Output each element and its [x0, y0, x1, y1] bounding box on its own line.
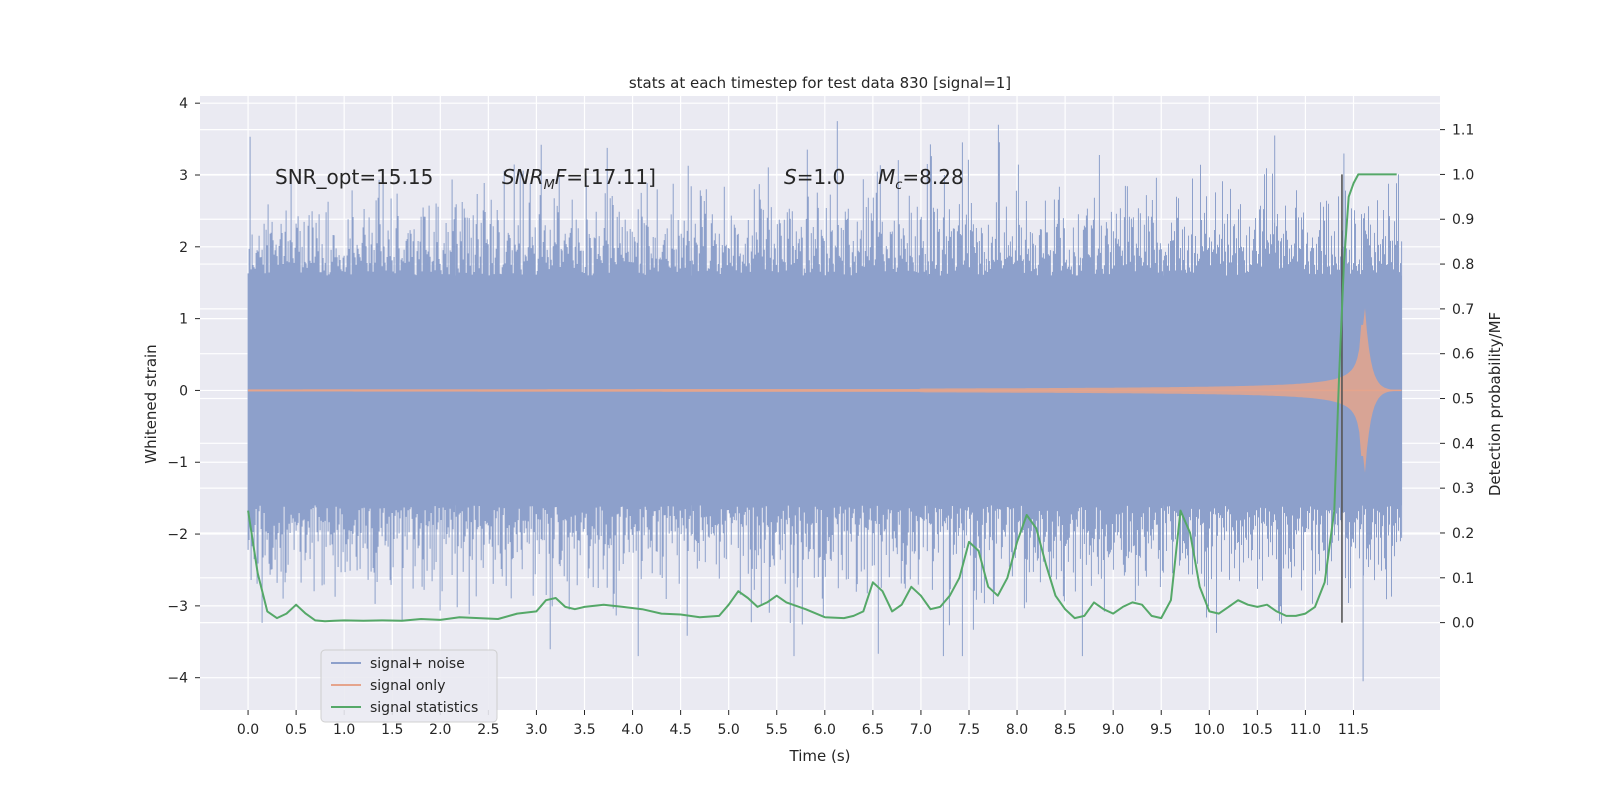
y2-axis-ticks: 0.0 0.1 0.2 0.3 0.4 0.5 0.6 0.7 0.8 0.9 1.0 1.1 — [1440, 123, 1474, 632]
x-tick-label-13: 6.5 — [862, 722, 884, 738]
x-tick-label-21: 10.5 — [1242, 722, 1273, 738]
y2-tick-label-5: 0.5 — [1452, 392, 1474, 408]
y2-tick-label-1: 0.1 — [1452, 571, 1474, 587]
x-tick-label-12: 6.0 — [814, 722, 836, 738]
y-axis-ticks: −4 −3 −2 −1 0 1 2 3 4 — [167, 96, 200, 687]
x-tick-label-22: 11.0 — [1290, 722, 1321, 738]
x-tick-label-2: 1.0 — [333, 722, 355, 738]
y-tick-label-0: −4 — [167, 671, 188, 687]
y2-tick-label-11: 1.1 — [1452, 123, 1474, 139]
x-axis-label: Time (s) — [789, 747, 851, 765]
legend-label-signal-statistics: signal statistics — [370, 700, 478, 716]
x-tick-label-16: 8.0 — [1006, 722, 1028, 738]
y2-tick-label-3: 0.3 — [1452, 481, 1474, 497]
chart-title: stats at each timestep for test data 830… — [629, 74, 1011, 92]
y2-tick-label-2: 0.2 — [1452, 526, 1474, 542]
y-tick-label-1: −3 — [167, 599, 188, 615]
legend: signal+ noise signal only signal statist… — [320, 649, 498, 723]
y2-tick-label-6: 0.6 — [1452, 347, 1474, 363]
y2-tick-label-8: 0.8 — [1452, 257, 1474, 273]
x-tick-label-11: 5.5 — [766, 722, 788, 738]
y2-tick-label-4: 0.4 — [1452, 436, 1474, 452]
x-tick-label-18: 9.0 — [1102, 722, 1124, 738]
y2-tick-label-9: 0.9 — [1452, 212, 1474, 228]
x-axis-ticks: 0.0 0.5 1.0 1.5 2.0 2.5 3.0 3.5 4.0 4.5 5.0 5.5 6.0 6… — [237, 710, 1369, 738]
x-tick-label-14: 7.0 — [910, 722, 932, 738]
x-tick-label-9: 4.5 — [669, 722, 691, 738]
x-tick-label-10: 5.0 — [718, 722, 740, 738]
y2-tick-label-7: 0.7 — [1452, 302, 1474, 318]
y2-tick-label-10: 1.0 — [1452, 167, 1474, 183]
annotation-mc: Mc=8.28 — [878, 165, 964, 193]
x-tick-label-20: 10.0 — [1194, 722, 1225, 738]
legend-label-signal-noise: signal+ noise — [370, 656, 465, 672]
y-tick-label-4: 0 — [179, 383, 188, 399]
annotation-snr-opt: SNR_opt=15.15 — [275, 165, 433, 189]
annotation-snr-mf: SNRMF=[17.11] — [502, 165, 656, 193]
x-tick-label-17: 8.5 — [1054, 722, 1076, 738]
series-signal-only — [248, 308, 1402, 473]
y-tick-label-8: 4 — [179, 96, 188, 112]
series-signal-statistics — [247, 173, 1397, 623]
y2-tick-label-0: 0.0 — [1452, 616, 1474, 632]
stats-line — [247, 173, 1397, 623]
x-tick-label-0: 0.0 — [237, 722, 259, 738]
noise-spikes — [247, 121, 1403, 682]
y-tick-label-6: 2 — [179, 240, 188, 256]
y-tick-label-7: 3 — [179, 168, 188, 184]
y-axis-label: Whitened strain — [142, 344, 160, 463]
legend-label-signal-only: signal only — [370, 678, 445, 694]
x-tick-label-8: 4.0 — [621, 722, 643, 738]
x-tick-label-19: 9.5 — [1150, 722, 1172, 738]
x-tick-label-5: 2.5 — [477, 722, 499, 738]
x-tick-label-6: 3.0 — [525, 722, 547, 738]
annotation-s: S=1.0 — [784, 165, 845, 189]
x-tick-label-4: 2.0 — [429, 722, 451, 738]
annotations: SNR_opt=15.15 SNRMF=[17.11] S=1.0 Mc=8.2… — [275, 165, 964, 193]
x-tick-label-1: 0.5 — [285, 722, 307, 738]
x-tick-label-23: 11.5 — [1338, 722, 1369, 738]
y-tick-label-3: −1 — [167, 455, 188, 471]
legend-box — [320, 649, 498, 723]
y-tick-label-5: 1 — [179, 312, 188, 328]
y2-axis-label: Detection probability/MF — [1486, 312, 1504, 496]
y-tick-label-2: −2 — [167, 527, 188, 543]
x-tick-label-3: 1.5 — [381, 722, 403, 738]
x-tick-label-15: 7.5 — [958, 722, 980, 738]
x-tick-label-7: 3.5 — [573, 722, 595, 738]
